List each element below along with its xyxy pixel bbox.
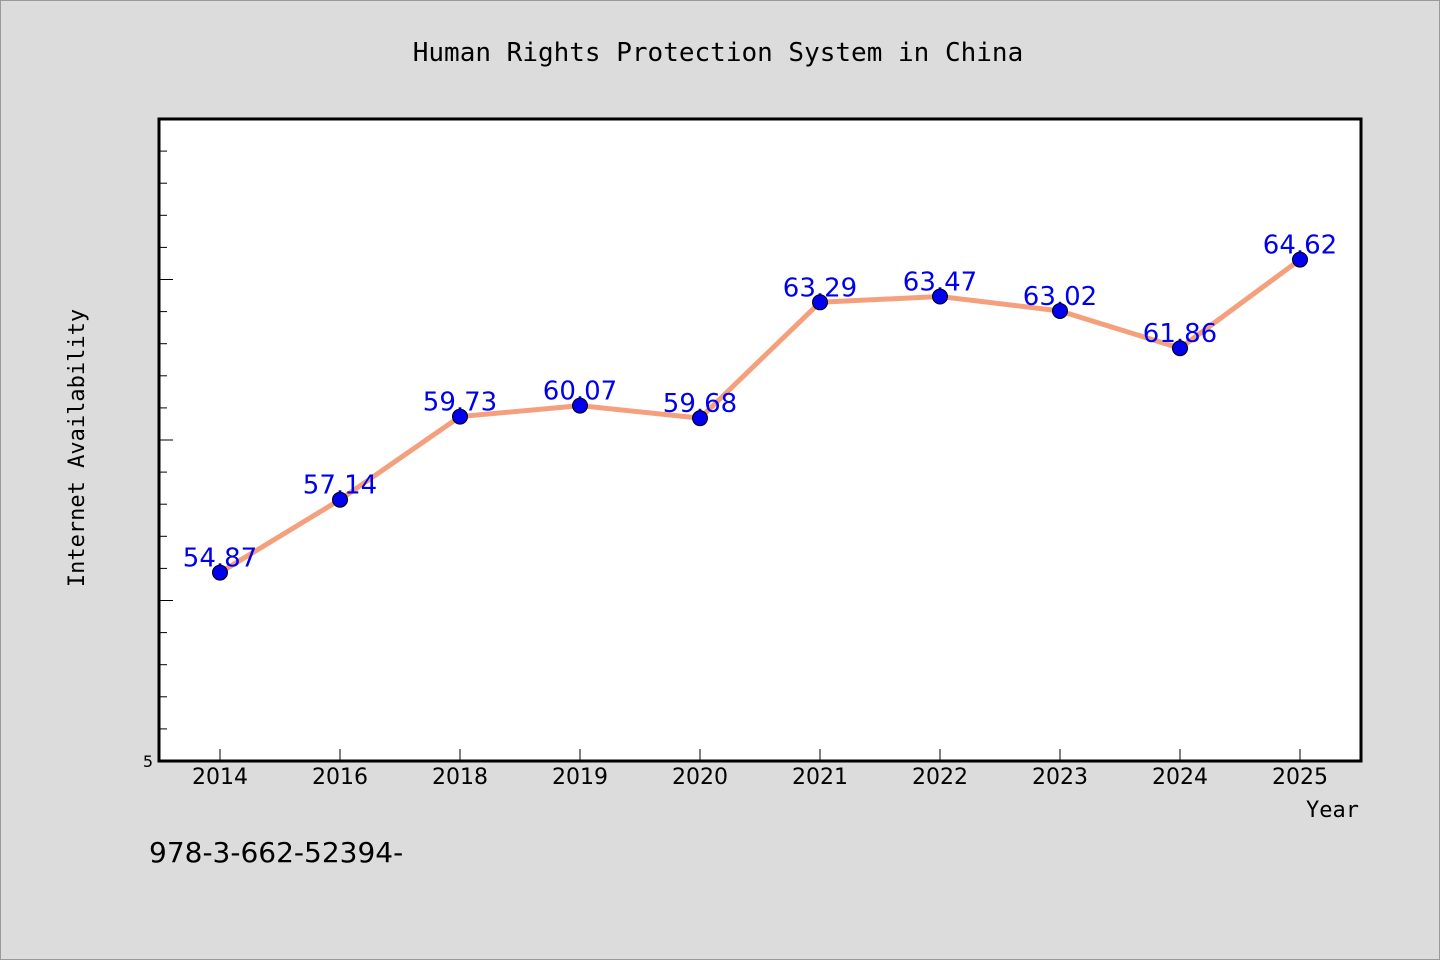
y-axis-tick-labels: 5	[143, 752, 153, 771]
x-tick-label: 2016	[312, 765, 368, 790]
series-line	[217, 257, 1303, 576]
x-axis-tick-labels: 2014 2016 2018 2019 2020 2021 2022 2023 2024 2025	[192, 765, 1328, 790]
chart-title: Human Rights Protection System in China	[413, 38, 1023, 68]
footnote-isbn: 978-3-662-52394-	[149, 836, 403, 869]
data-point-marker	[692, 410, 708, 427]
x-tick-label: 2019	[552, 765, 608, 790]
data-point-marker	[332, 491, 348, 508]
x-tick-label: 2023	[1032, 765, 1088, 790]
x-tick-label: 2022	[912, 765, 968, 790]
data-point-marker	[572, 397, 588, 414]
y-axis-ticks	[159, 150, 173, 730]
x-tick-label: 2021	[792, 765, 848, 790]
plot-area	[157, 117, 1363, 763]
data-point-marker	[932, 288, 948, 305]
x-tick-label: 2025	[1272, 765, 1328, 790]
y-axis-label: Internet Availability	[65, 309, 90, 587]
x-axis-ticks	[219, 749, 1301, 761]
data-point-marker	[1052, 302, 1068, 319]
data-point-marker	[452, 408, 468, 425]
data-point-marker	[212, 564, 228, 581]
series-markers	[212, 251, 1308, 581]
x-tick-label: 2018	[432, 765, 488, 790]
data-point-marker	[1172, 340, 1188, 357]
x-tick-label: 2024	[1152, 765, 1208, 790]
x-tick-label: 2014	[192, 765, 248, 790]
x-axis-label: Year	[1306, 798, 1359, 823]
y-tick-label: 5	[143, 752, 153, 771]
data-point-marker	[1292, 251, 1308, 268]
data-point-marker	[812, 294, 828, 311]
x-tick-label: 2020	[672, 765, 728, 790]
